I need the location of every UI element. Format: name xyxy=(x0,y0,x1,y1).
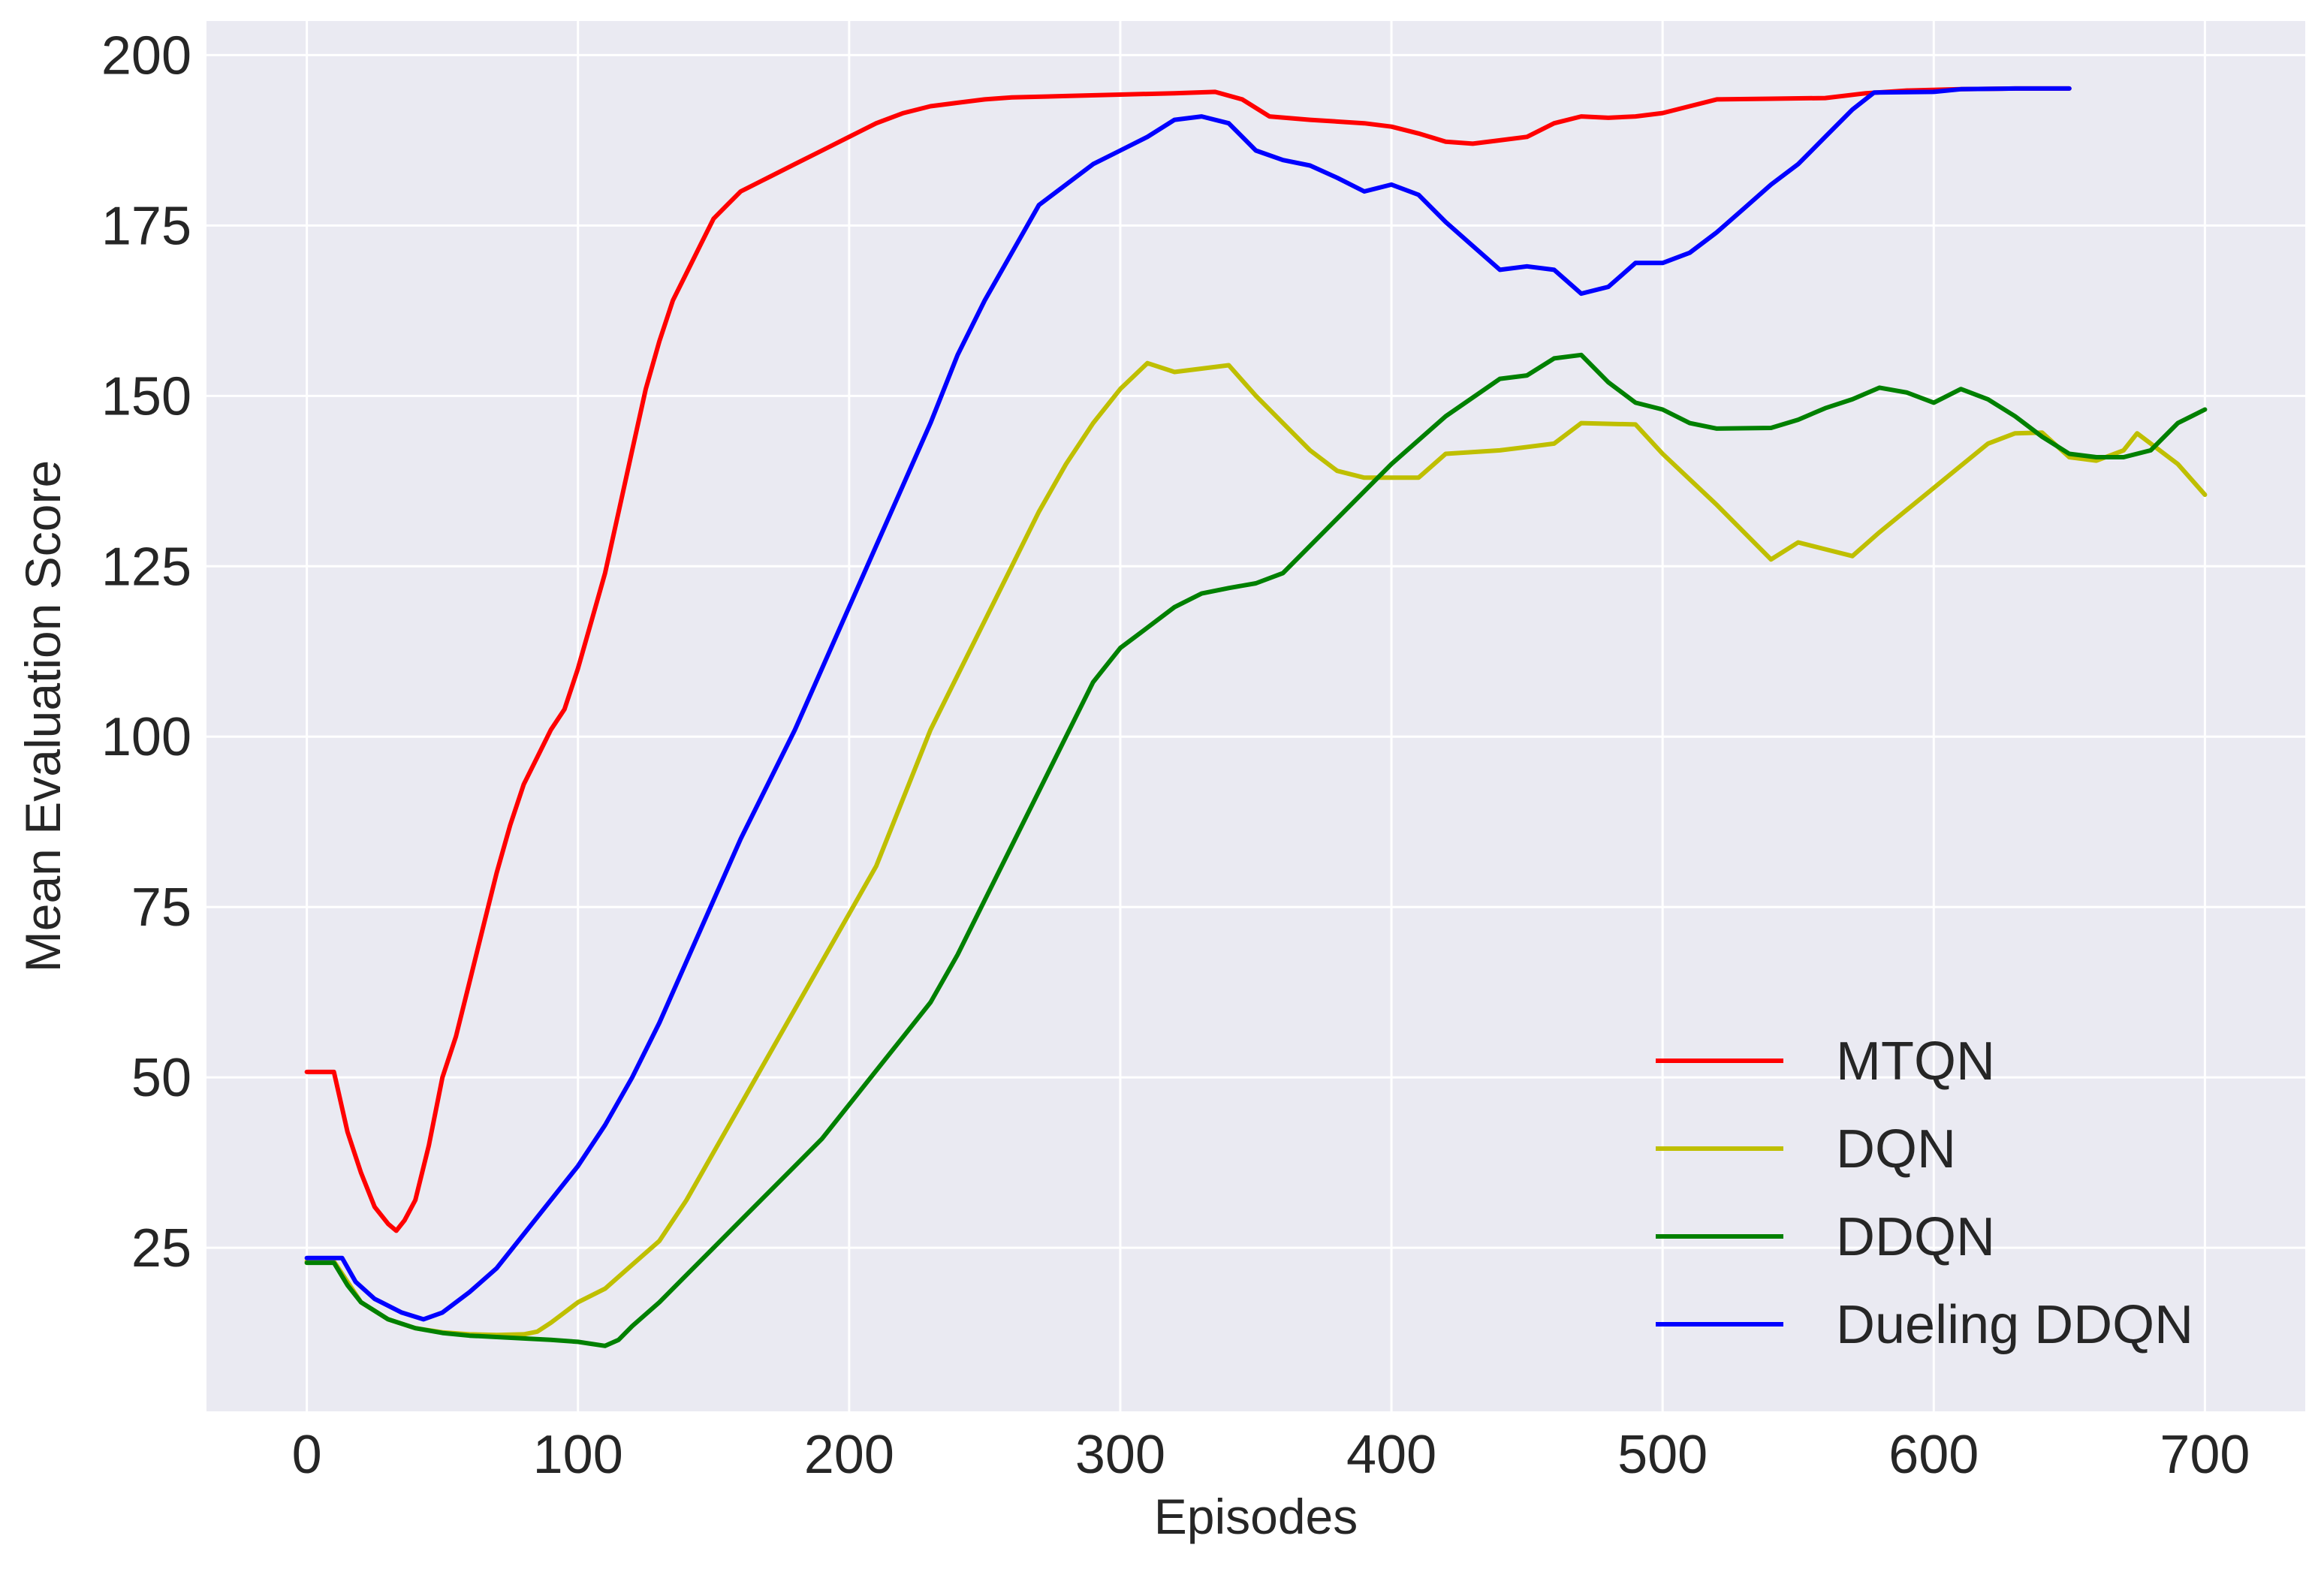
y-tick-label: 175 xyxy=(101,196,191,256)
series-line-dueling-ddqn xyxy=(304,86,2072,1322)
y-tick-label: 25 xyxy=(131,1218,191,1278)
legend-label: Dueling DDQN xyxy=(1836,1295,2193,1355)
y-tick-label: 100 xyxy=(101,707,191,767)
legend-label: MTQN xyxy=(1836,1031,1995,1092)
series-line-ddqn xyxy=(304,352,2208,1348)
x-tick-label: 500 xyxy=(1617,1425,1708,1485)
y-axis-label: Mean Evaluation Score xyxy=(15,460,71,972)
x-tick-label: 200 xyxy=(804,1425,894,1485)
x-tick-label: 700 xyxy=(2160,1425,2250,1485)
x-tick-label: 100 xyxy=(533,1425,623,1485)
y-tick-label: 125 xyxy=(101,537,191,597)
plot-area xyxy=(206,21,2305,1411)
y-tick-label: 150 xyxy=(101,366,191,426)
x-tick-label: 0 xyxy=(292,1425,322,1485)
y-tick-label: 50 xyxy=(131,1048,191,1108)
y-tick-label: 75 xyxy=(131,878,191,938)
legend-label: DDQN xyxy=(1836,1207,1995,1267)
series-lines xyxy=(304,86,2208,1348)
y-tick-label: 200 xyxy=(101,26,191,86)
legend: MTQN DQN DDQN Dueling DDQN xyxy=(1656,1031,2193,1355)
x-tick-label: 600 xyxy=(1888,1425,1979,1485)
x-axis-label: Episodes xyxy=(1154,1489,1358,1544)
x-tick-label: 400 xyxy=(1346,1425,1436,1485)
series-line-dqn xyxy=(304,360,2208,1338)
tick-labels: 0 100 200 300 400 500 600 700 25 50 75 100 125 150 175… xyxy=(101,26,2250,1485)
x-tick-label: 300 xyxy=(1075,1425,1165,1485)
series-line-mtqn xyxy=(304,86,2072,1233)
legend-label: DQN xyxy=(1836,1119,1956,1179)
